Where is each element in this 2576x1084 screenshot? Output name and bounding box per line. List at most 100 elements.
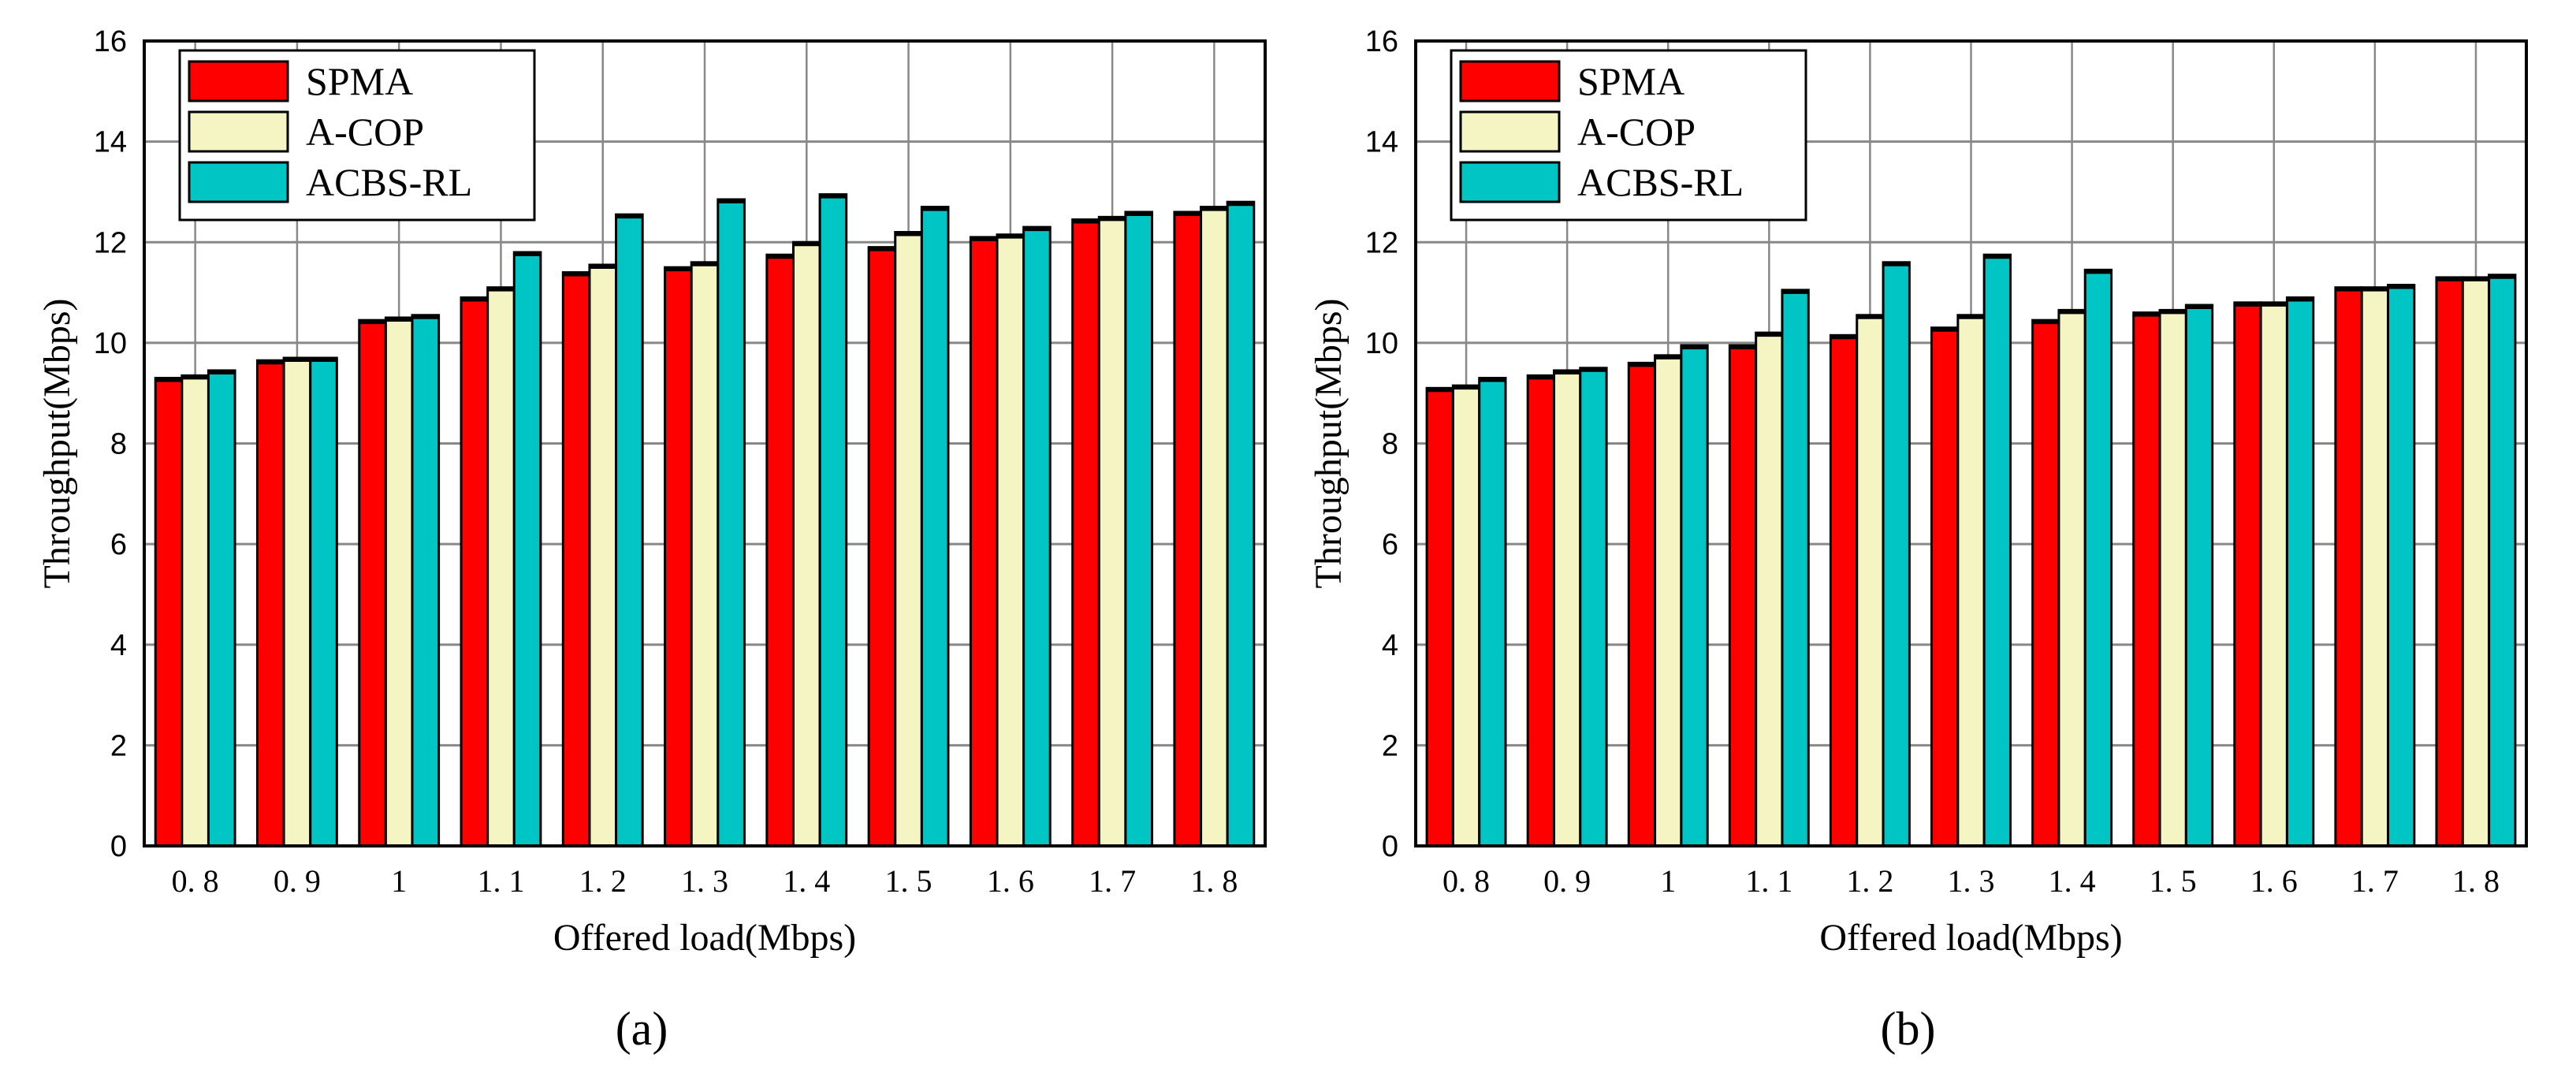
bar-spma [2031, 318, 2060, 847]
bar-acbs-rl [1478, 377, 1507, 847]
panel-caption: (a) [616, 1003, 668, 1055]
bar-spma [2233, 301, 2262, 847]
bar-a-cop [2057, 308, 2086, 847]
bar-spma [1728, 344, 1758, 847]
bar-spma [2435, 276, 2464, 847]
x-tick-label: 1. 3 [681, 863, 728, 899]
y-tick-label: 2 [1382, 729, 1398, 762]
x-tick-label: 1. 3 [1948, 863, 1995, 899]
bar-a-cop [1552, 369, 1582, 847]
bar-a-cop [2158, 308, 2187, 847]
bar-acbs-rl [2387, 283, 2416, 847]
y-tick-label: 16 [94, 25, 127, 58]
y-tick-label: 14 [1365, 126, 1398, 159]
bar-spma [867, 246, 897, 847]
bar-spma [1829, 333, 1859, 847]
y-axis-label: Throughput(Mbps) [1308, 299, 1349, 589]
bar-spma [255, 359, 285, 847]
bar-acbs-rl [411, 314, 441, 847]
bar-a-cop [181, 374, 210, 847]
y-tick-label: 4 [110, 629, 127, 662]
bar-a-cop [690, 261, 720, 847]
x-tick-label: 1. 4 [2049, 863, 2096, 899]
bar-a-cop [1451, 384, 1481, 847]
legend-label: SPMA [306, 59, 413, 103]
bar-a-cop [1097, 215, 1127, 847]
y-tick-label: 4 [1382, 629, 1398, 662]
x-tick-label: 1. 6 [987, 863, 1034, 899]
panel-caption: (b) [1881, 1003, 1936, 1055]
bar-a-cop [1956, 314, 1986, 847]
bar-a-cop [791, 240, 821, 847]
y-tick-label: 12 [1365, 226, 1398, 259]
y-tick-label: 10 [94, 327, 127, 360]
bar-a-cop [2360, 286, 2390, 847]
legend-swatch-a-cop [1459, 110, 1561, 153]
legend: SPMA A-COP ACBS-RL [1450, 49, 1807, 222]
bar-acbs-rl [1022, 225, 1052, 847]
legend-label: ACBS-RL [1577, 160, 1744, 204]
bar-acbs-rl [818, 193, 848, 847]
x-tick-label: 1. 1 [477, 863, 524, 899]
bar-acbs-rl [1680, 344, 1709, 847]
legend-swatch-spma [1459, 60, 1561, 102]
bar-spma [765, 253, 795, 847]
bar-acbs-rl [309, 356, 338, 847]
y-tick-label: 8 [1382, 428, 1398, 461]
x-tick-label: 1 [391, 863, 407, 899]
bar-acbs-rl [1226, 200, 1256, 847]
bar-spma [1930, 326, 1960, 847]
bar-spma [358, 318, 387, 847]
bar-acbs-rl [2184, 304, 2214, 847]
bar-acbs-rl [2083, 268, 2113, 847]
bar-spma [154, 377, 184, 847]
y-tick-label: 0 [110, 830, 127, 863]
bar-spma [561, 271, 591, 847]
bar-acbs-rl [615, 213, 644, 847]
legend-swatch-acbs-rl [188, 161, 289, 203]
bar-acbs-rl [207, 369, 236, 847]
chart-panel-a: 0 2 4 6 8 10 12 14 16 0. 8 0. 9 1 1. 1 1. 2 1. 3 1. 4 1.… [36, 25, 1267, 1055]
x-tick-label: 0. 9 [1543, 863, 1591, 899]
chart-panel-b: 0 2 4 6 8 10 12 14 16 0. 8 0. 9 1 1. 1 1. 2 1. 3 1. 4 1.… [1308, 25, 2528, 1055]
x-tick-label: 1. 2 [1846, 863, 1893, 899]
bar-a-cop [1856, 314, 1885, 847]
y-tick-label: 12 [94, 226, 127, 259]
bar-a-cop [486, 286, 516, 847]
bar-spma [1425, 386, 1454, 847]
plot-frame [1414, 39, 2528, 847]
bar-acbs-rl [2285, 296, 2315, 847]
bar-spma [2132, 311, 2161, 847]
y-tick-label: 2 [110, 729, 127, 762]
y-tick-label: 0 [1382, 830, 1398, 863]
bar-acbs-rl [1124, 210, 1154, 847]
bar-acbs-rl [1781, 289, 1810, 847]
x-tick-label: 1 [1660, 863, 1676, 899]
bar-a-cop [996, 233, 1026, 847]
bar-a-cop [282, 356, 312, 847]
legend-label: A-COP [306, 110, 424, 154]
x-tick-label: 1. 8 [2452, 863, 2500, 899]
legend-swatch-acbs-rl [1459, 161, 1561, 203]
y-tick-label: 10 [1365, 327, 1398, 360]
bar-acbs-rl [1882, 261, 1911, 847]
legend-label: SPMA [1577, 59, 1684, 103]
plot-frame [143, 39, 1267, 847]
bar-acbs-rl [1579, 367, 1608, 847]
bar-spma [2334, 286, 2363, 847]
bar-spma [1071, 218, 1100, 847]
bar-a-cop [894, 230, 923, 847]
bar-spma [969, 236, 999, 847]
legend-swatch-spma [188, 60, 289, 102]
bar-a-cop [1200, 206, 1229, 847]
bar-a-cop [2461, 276, 2491, 847]
bar-a-cop [1755, 331, 1784, 847]
y-tick-label: 6 [1382, 528, 1398, 561]
bar-acbs-rl [2488, 274, 2517, 847]
x-tick-label: 1. 4 [783, 863, 830, 899]
x-tick-label: 0. 8 [172, 863, 219, 899]
bar-spma [1627, 361, 1657, 847]
x-tick-label: 0. 8 [1442, 863, 1490, 899]
bar-acbs-rl [512, 251, 542, 847]
